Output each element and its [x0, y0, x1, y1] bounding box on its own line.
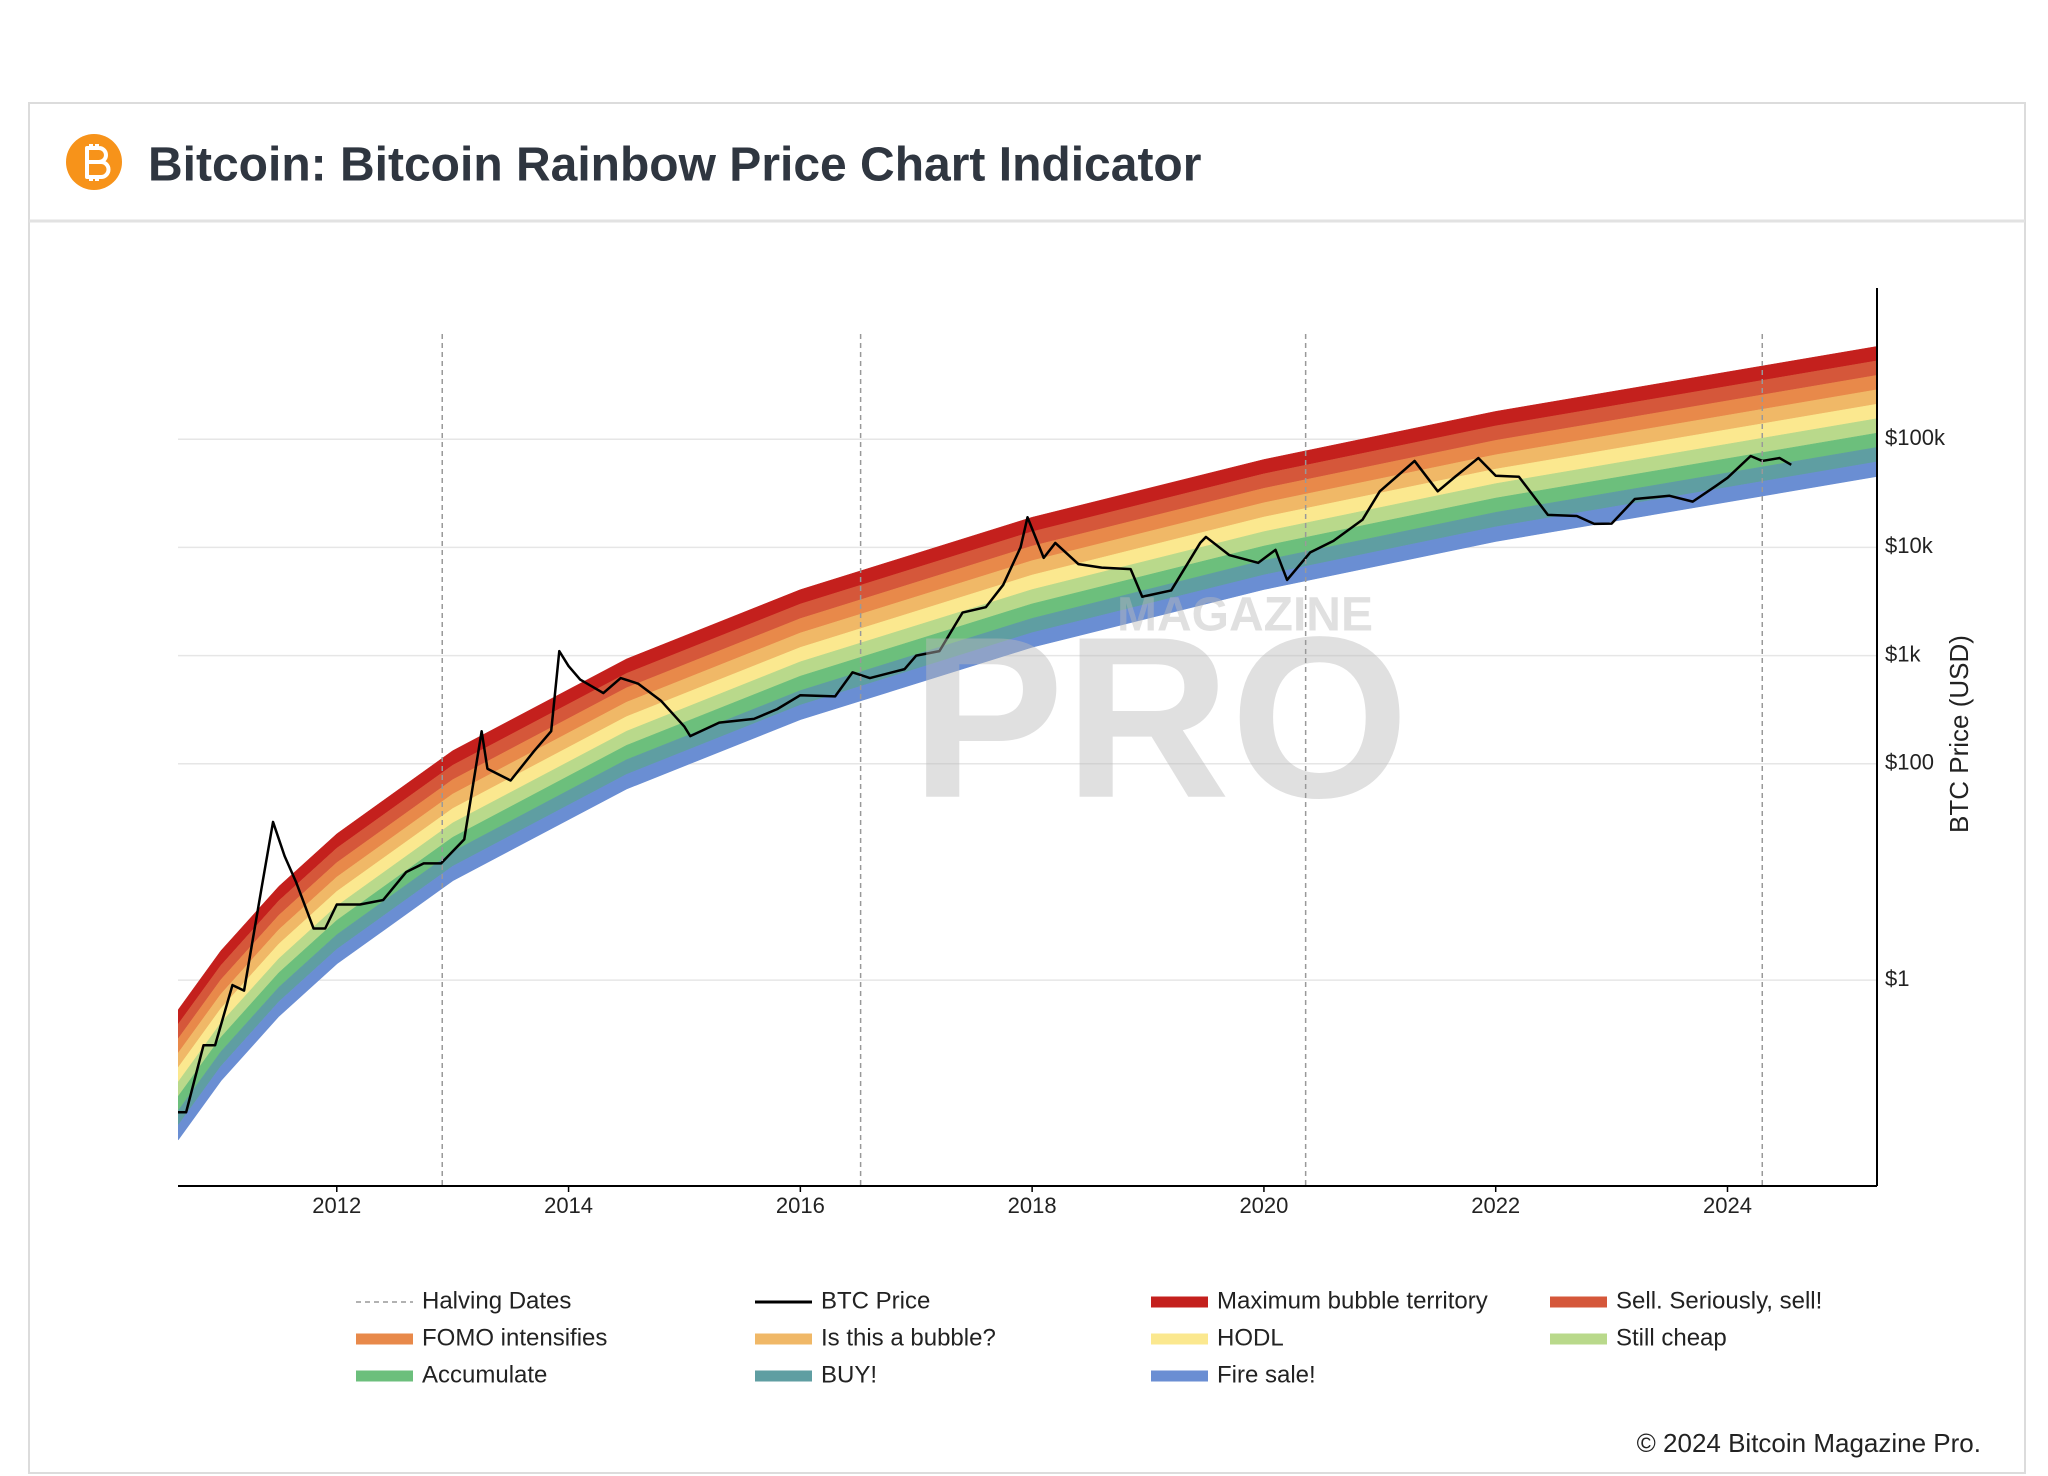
legend-label: Accumulate [422, 1361, 547, 1388]
price-line [178, 454, 1792, 1114]
plot-clip [178, 346, 1877, 1141]
legend-label: BTC Price [821, 1287, 930, 1314]
watermark: MAGAZINE [1117, 589, 1373, 642]
y-tick-label: $100 [1885, 750, 1934, 775]
legend-label: BUY! [821, 1361, 877, 1388]
x-tick-label: 2016 [776, 1193, 825, 1218]
legend-label: Fire sale! [1217, 1361, 1316, 1388]
y-tick-label: $10k [1885, 533, 1934, 558]
legend-label: HODL [1217, 1324, 1284, 1351]
x-tick-label: 2024 [1703, 1193, 1752, 1218]
y-tick-label: $1k [1885, 641, 1921, 666]
copyright: © 2024 Bitcoin Magazine Pro. [1637, 1428, 1981, 1458]
x-tick-label: 2022 [1471, 1193, 1520, 1218]
logo [66, 134, 122, 190]
card [28, 102, 2026, 1474]
x-tick-label: 2018 [1008, 1193, 1057, 1218]
legend-label: Still cheap [1616, 1324, 1727, 1351]
y-axis-label: BTC Price (USD) [1944, 635, 1974, 833]
y-tick-label: $1 [1885, 966, 1909, 991]
legend-label: Halving Dates [422, 1287, 571, 1314]
legend-label: Maximum bubble territory [1217, 1287, 1488, 1314]
x-tick-label: 2012 [312, 1193, 361, 1218]
x-tick-label: 2020 [1239, 1193, 1288, 1218]
x-tick-label: 2014 [544, 1193, 593, 1218]
legend-label: Sell. Seriously, sell! [1616, 1287, 1822, 1314]
chart-title: Bitcoin: Bitcoin Rainbow Price Chart Ind… [148, 139, 1201, 192]
legend-label: Is this a bubble? [821, 1324, 996, 1351]
y-tick-label: $100k [1885, 425, 1946, 450]
watermark: PRO [911, 589, 1409, 846]
rainbow-floor [178, 475, 1877, 1141]
legend-label: FOMO intensifies [422, 1324, 607, 1351]
